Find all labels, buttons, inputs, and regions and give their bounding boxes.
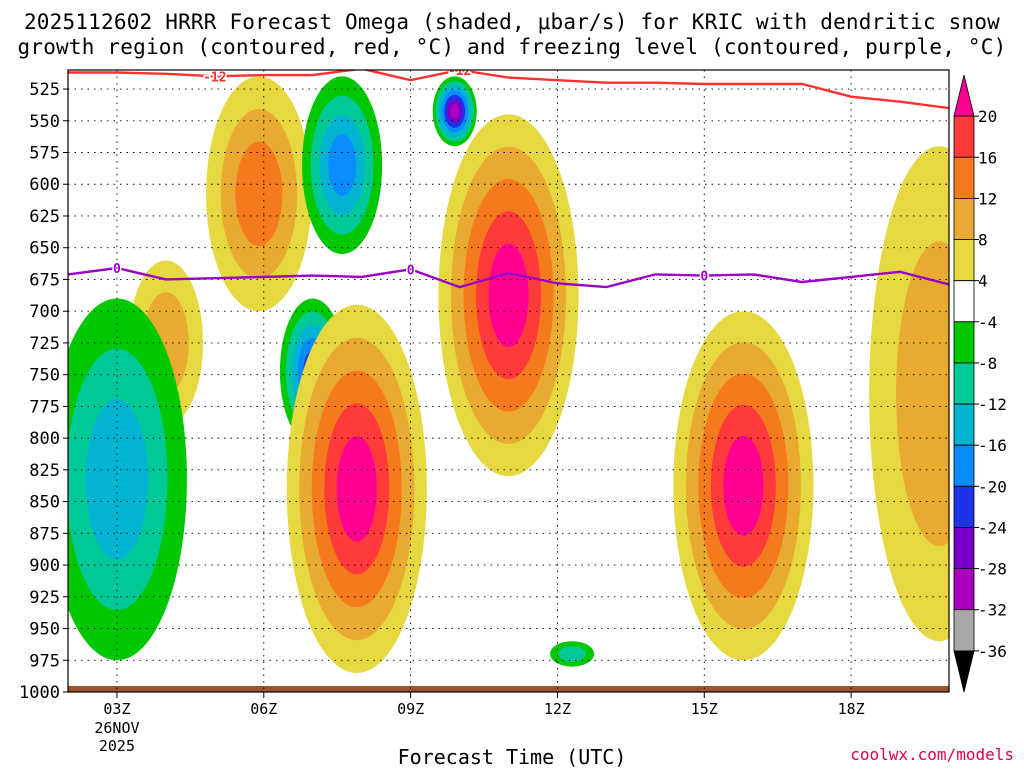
y-tick-label: 525 <box>29 80 60 100</box>
y-tick-label: 925 <box>29 588 60 608</box>
y-tick-label: 900 <box>29 556 60 576</box>
colorbar-swatch <box>953 485 975 528</box>
x-tick-year: 2025 <box>99 737 135 755</box>
y-tick-label: 775 <box>29 397 60 417</box>
x-tick-label: 03Z <box>103 700 130 718</box>
x-tick-label: 15Z <box>691 700 718 718</box>
colorbar-label: 20 <box>978 107 997 126</box>
omega-band <box>723 435 764 536</box>
colorbar-label: 16 <box>978 148 997 167</box>
omega-band <box>896 241 949 546</box>
colorbar-swatch <box>953 609 975 652</box>
colorbar-label: -32 <box>978 601 1007 620</box>
x-tick-date: 26NOV <box>94 719 139 737</box>
y-tick-label: 550 <box>29 112 60 132</box>
colorbar-label: -24 <box>978 518 1007 537</box>
omega-feature-2 <box>869 146 949 642</box>
y-tick-label: 575 <box>29 144 60 164</box>
colorbar-label: -28 <box>978 560 1007 579</box>
y-tick-label: 1000 <box>19 683 60 703</box>
omega-band <box>328 134 356 197</box>
omega-feature-8 <box>438 114 579 477</box>
y-tick-label: 850 <box>29 493 60 513</box>
colorbar-label: 12 <box>978 189 997 208</box>
y-tick-label: 875 <box>29 524 60 544</box>
x-tick-label: 09Z <box>397 700 424 718</box>
y-tick-label: 950 <box>29 620 60 640</box>
y-tick-label: 750 <box>29 366 60 386</box>
credit-link[interactable]: coolwx.com/models <box>850 745 1014 764</box>
colorbar-label: -36 <box>978 642 1007 661</box>
omega-band <box>85 399 148 560</box>
y-tick-label: 725 <box>29 334 60 354</box>
colorbar-label: -4 <box>978 313 997 332</box>
colorbar-swatch <box>953 74 975 117</box>
colorbar-label: -20 <box>978 477 1007 496</box>
omega-feature-9 <box>673 311 814 661</box>
y-tick-label: 975 <box>29 651 60 671</box>
colorbar-label: -12 <box>978 395 1007 414</box>
freezing-level-contour-label: 0 <box>407 263 415 278</box>
colorbar: 20 16 12 8 4 -4 -8 -12 -16 -20 -24 -28 -32 -36 <box>953 74 1007 693</box>
dgz-contour-label: -12 <box>448 64 471 79</box>
colorbar-label: -8 <box>978 354 997 373</box>
omega-feature-4 <box>206 76 312 312</box>
omega-feature-3 <box>68 298 187 661</box>
chart-title-line-2: growth region (contoured, red, °C) and f… <box>17 35 1007 59</box>
omega-band <box>488 243 529 347</box>
colorbar-swatch <box>953 239 975 282</box>
omega-band <box>336 436 377 542</box>
y-tick-label: 700 <box>29 302 60 322</box>
colorbar-label: -16 <box>978 436 1007 455</box>
omega-shading <box>68 76 949 673</box>
colorbar-swatch <box>953 403 975 446</box>
ground-strip <box>68 686 949 692</box>
colorbar-swatch <box>953 444 975 487</box>
omega-feature-10 <box>432 76 477 147</box>
omega-band <box>450 104 460 119</box>
colorbar-swatch <box>953 198 975 240</box>
y-tick-label: 800 <box>29 429 60 449</box>
colorbar-swatch <box>953 156 975 199</box>
omega-feature-1 <box>550 641 595 667</box>
y-tick-label: 625 <box>29 207 60 227</box>
y-tick-label: 675 <box>29 270 60 290</box>
colorbar-swatch <box>953 321 975 364</box>
omega-feature-7 <box>286 304 427 673</box>
colorbar-swatch <box>953 568 975 611</box>
freezing-level-contour <box>68 266 949 289</box>
y-tick-label: 825 <box>29 461 60 481</box>
dgz-contour-label: -12 <box>203 70 226 85</box>
colorbar-swatch <box>953 362 975 405</box>
y-axis: 525 550 575 600 625 650 675 700 725 750 775 800 825 8… <box>19 80 68 703</box>
colorbar-swatch <box>953 527 975 569</box>
colorbar-swatch <box>953 650 975 693</box>
colorbar-label: 8 <box>978 231 988 250</box>
omega-band <box>235 141 283 246</box>
freezing-level-contour-label: 0 <box>700 270 708 285</box>
dgz-contour <box>68 70 949 110</box>
omega-band <box>558 646 586 662</box>
x-axis-label: Forecast Time (UTC) <box>397 745 627 769</box>
x-tick-label: 12Z <box>544 700 571 718</box>
x-tick-label: 18Z <box>838 700 865 718</box>
x-tick-label: 06Z <box>250 700 277 718</box>
colorbar-swatch <box>953 280 975 323</box>
y-tick-label: 600 <box>29 175 60 195</box>
freezing-level-contour-label: 0 <box>113 262 121 277</box>
colorbar-label: 4 <box>978 272 988 291</box>
y-tick-label: 650 <box>29 239 60 259</box>
omega-feature-5 <box>302 76 383 255</box>
plot-frame <box>67 69 950 693</box>
chart-title-line-1: 2025112602 HRRR Forecast Omega (shaded, … <box>23 10 1001 34</box>
colorbar-swatch <box>953 115 975 158</box>
